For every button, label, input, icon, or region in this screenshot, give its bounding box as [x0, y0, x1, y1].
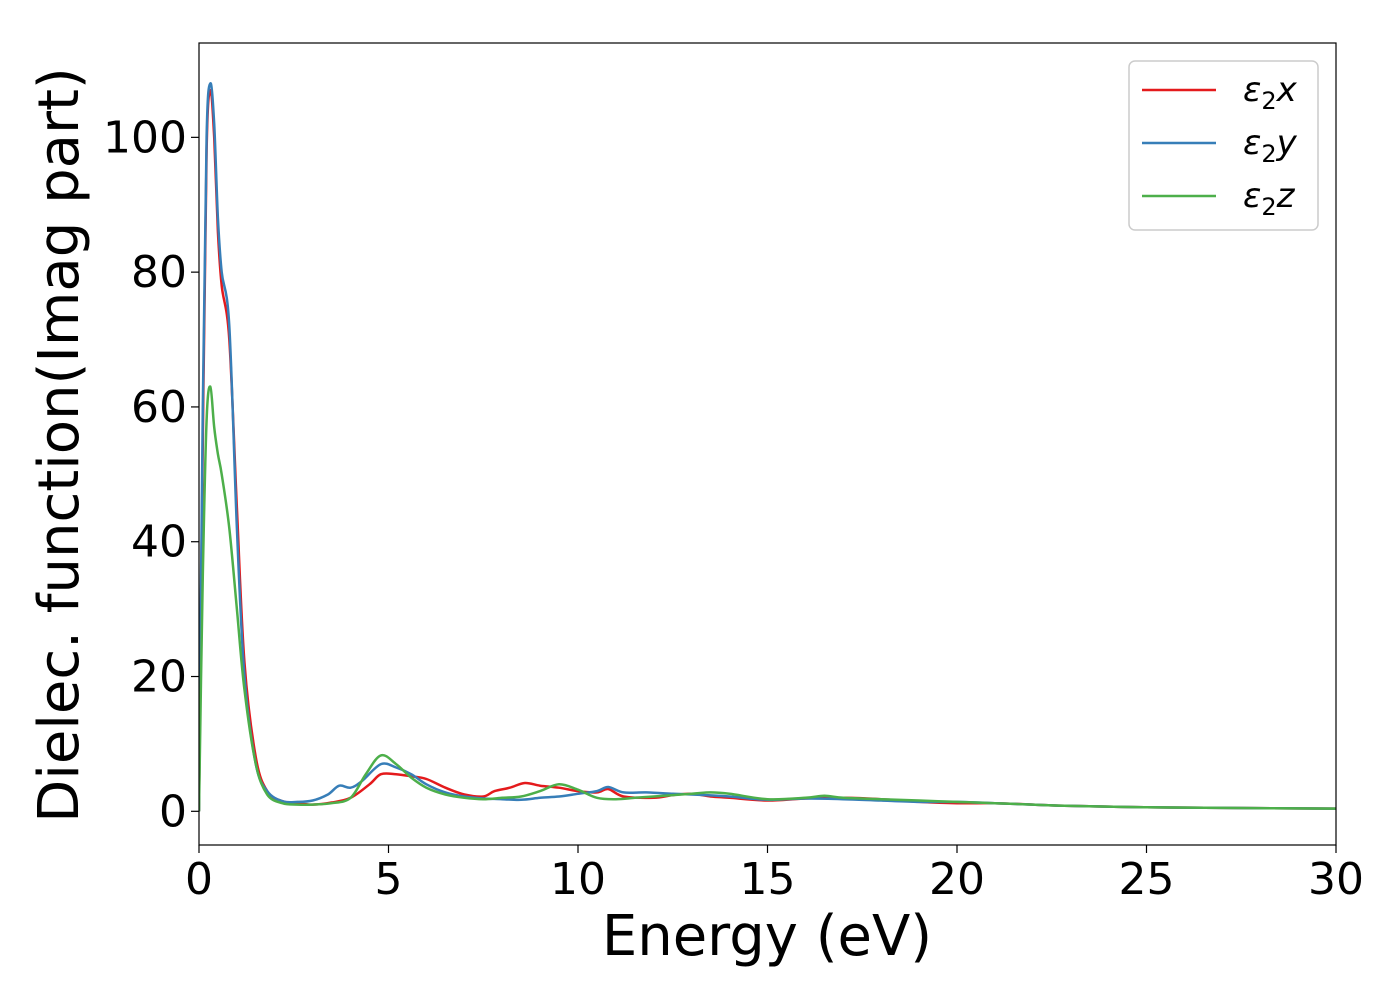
x-axis: 0 5 10 15 20 25 30: [185, 845, 1364, 905]
y-tick-label: 40: [131, 517, 187, 568]
legend: ε2x ε2y ε2z: [1128, 60, 1319, 231]
legend-box: [1128, 60, 1319, 231]
y-axis: 0 20 40 60 80 100: [103, 112, 199, 837]
legend-label-z: ε2z: [1243, 176, 1296, 221]
y-axis-title: Dielec. function(Imag part): [27, 67, 92, 823]
y-tick-label: 0: [159, 786, 187, 837]
legend-label-y: ε2y: [1243, 123, 1298, 168]
y-tick-label: 20: [131, 652, 187, 703]
x-tick-label: 25: [1119, 854, 1175, 905]
x-tick-label: 15: [740, 854, 796, 905]
x-tick-label: 5: [375, 854, 403, 905]
series-line-y: [199, 82, 1336, 812]
series-layer: [199, 82, 1336, 812]
y-tick-label: 100: [103, 112, 187, 163]
x-tick-label: 0: [185, 854, 213, 905]
series-line-z: [199, 385, 1336, 812]
legend-label-x: ε2x: [1243, 70, 1298, 115]
x-tick-label: 30: [1308, 854, 1364, 905]
x-tick-label: 10: [550, 854, 606, 905]
y-tick-label: 80: [131, 247, 187, 298]
y-tick-label: 60: [131, 382, 187, 433]
x-axis-title: Energy (eV): [602, 904, 932, 969]
x-tick-label: 20: [929, 854, 985, 905]
